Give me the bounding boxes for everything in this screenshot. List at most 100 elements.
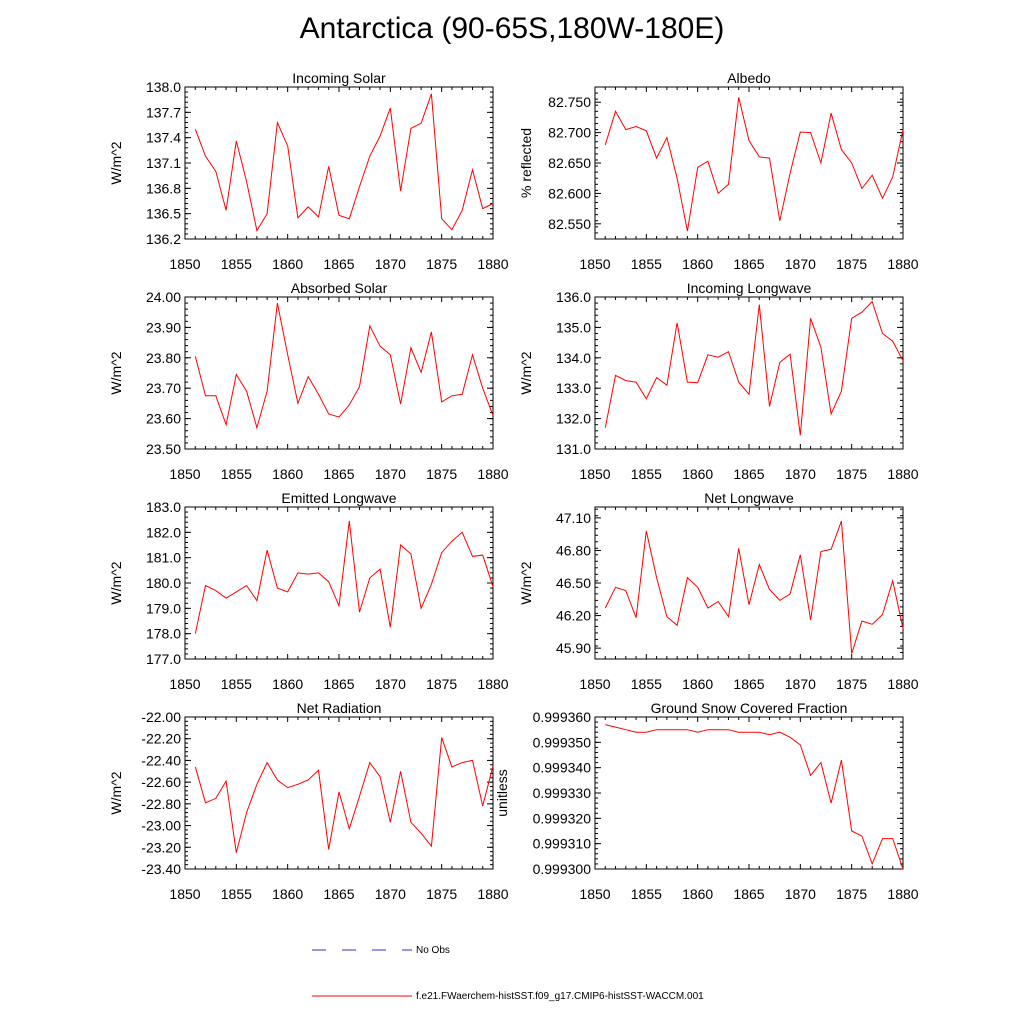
x-tick-label: 1860 xyxy=(272,886,303,902)
x-tick-label: 1850 xyxy=(169,886,200,902)
series-line xyxy=(194,93,494,232)
y-tick-label: 0.999320 xyxy=(533,810,592,826)
y-tick-label: 135.0 xyxy=(556,319,591,335)
x-tick-label: 1880 xyxy=(887,466,918,482)
x-tick-label: 1855 xyxy=(221,886,252,902)
y-tick-label: 0.999310 xyxy=(533,836,592,852)
x-tick-label: 1865 xyxy=(323,256,354,272)
x-tick-label: 1880 xyxy=(887,676,918,692)
chart-panels: Incoming Solar 1850 1855 1860 1865 1870 1875 18… xyxy=(108,70,919,902)
x-tick-label: 1865 xyxy=(733,676,764,692)
y-tick-label: 180.0 xyxy=(146,575,181,591)
panel-title: Ground Snow Covered Fraction xyxy=(651,700,848,716)
x-tick-label: 1860 xyxy=(682,256,713,272)
y-tick-label: 181.0 xyxy=(146,550,181,566)
chart-panel-4: Incoming Longwave 1850 1855 1860 1865 1870 187… xyxy=(518,280,919,482)
y-tick-label: 179.0 xyxy=(146,600,181,616)
x-tick-label: 1860 xyxy=(682,466,713,482)
x-tick-label: 1850 xyxy=(169,676,200,692)
x-tick-label: 1875 xyxy=(836,256,867,272)
y-axis-label: W/m^2 xyxy=(518,561,534,604)
x-tick-label: 1875 xyxy=(836,466,867,482)
x-tick-label: 1875 xyxy=(836,676,867,692)
x-tick-label: 1855 xyxy=(631,256,662,272)
y-tick-label: -22.60 xyxy=(141,774,181,790)
x-tick-label: 1865 xyxy=(733,886,764,902)
plot-frame xyxy=(594,86,904,240)
y-axis-label: W/m^2 xyxy=(108,351,124,394)
x-tick-label: 1860 xyxy=(272,256,303,272)
y-tick-label: 131.0 xyxy=(556,441,591,457)
x-tick-label: 1870 xyxy=(375,256,406,272)
series-line xyxy=(194,520,494,634)
panel-title: Absorbed Solar xyxy=(291,280,388,296)
figure-title: Antarctica (90-65S,180W-180E) xyxy=(299,12,725,45)
y-tick-label: 82.700 xyxy=(548,125,591,141)
x-tick-label: 1875 xyxy=(426,466,457,482)
y-axis-label: W/m^2 xyxy=(108,141,124,184)
y-tick-label: 0.999360 xyxy=(533,709,592,725)
y-tick-label: 23.90 xyxy=(146,319,181,335)
plot-frame xyxy=(594,296,904,450)
x-tick-label: 1880 xyxy=(887,256,918,272)
y-axis-label: % reflected xyxy=(518,128,534,198)
y-tick-label: 46.50 xyxy=(556,575,591,591)
x-tick-label: 1880 xyxy=(477,886,508,902)
series-line xyxy=(604,97,904,232)
panel-title: Net Longwave xyxy=(704,490,794,506)
x-tick-label: 1870 xyxy=(375,466,406,482)
y-tick-label: -22.20 xyxy=(141,731,181,747)
y-tick-label: 137.4 xyxy=(146,130,181,146)
x-tick-label: 1855 xyxy=(631,676,662,692)
x-tick-label: 1865 xyxy=(323,676,354,692)
x-tick-label: 1875 xyxy=(426,676,457,692)
y-tick-label: 0.999330 xyxy=(533,785,592,801)
x-tick-label: 1860 xyxy=(272,466,303,482)
panel-title: Incoming Longwave xyxy=(687,280,812,296)
y-tick-label: -23.00 xyxy=(141,818,181,834)
y-tick-label: 0.999300 xyxy=(533,861,592,877)
panel-title: Albedo xyxy=(727,70,771,86)
x-tick-label: 1855 xyxy=(221,466,252,482)
x-tick-label: 1865 xyxy=(733,256,764,272)
x-tick-label: 1865 xyxy=(323,886,354,902)
legend-obs-label: No Obs xyxy=(416,945,450,956)
y-axis-label: unitless xyxy=(494,769,510,816)
plot-frame xyxy=(184,86,494,240)
series-line xyxy=(194,303,494,430)
y-tick-label: 133.0 xyxy=(556,380,591,396)
y-tick-label: 24.00 xyxy=(146,289,181,305)
y-tick-label: 177.0 xyxy=(146,651,181,667)
x-tick-label: 1860 xyxy=(682,886,713,902)
y-tick-label: 23.50 xyxy=(146,441,181,457)
series-line xyxy=(604,520,904,654)
x-tick-label: 1865 xyxy=(733,466,764,482)
x-tick-label: 1875 xyxy=(426,886,457,902)
y-tick-label: -22.80 xyxy=(141,796,181,812)
y-tick-label: 136.5 xyxy=(146,206,181,222)
x-tick-label: 1865 xyxy=(323,466,354,482)
x-tick-label: 1870 xyxy=(785,676,816,692)
y-tick-label: 23.60 xyxy=(146,411,181,427)
x-tick-label: 1880 xyxy=(887,886,918,902)
x-tick-label: 1880 xyxy=(477,676,508,692)
y-tick-label: 47.10 xyxy=(556,510,591,526)
y-tick-label: 138.0 xyxy=(146,79,181,95)
y-tick-label: 0.999350 xyxy=(533,734,592,750)
y-tick-label: 0.999340 xyxy=(533,760,592,776)
chart-panel-3: Absorbed Solar 1850 1855 1860 1865 1870 1875 18… xyxy=(108,280,509,482)
y-tick-label: 136.8 xyxy=(146,180,181,196)
y-tick-label: 46.80 xyxy=(556,542,591,558)
y-axis-label: W/m^2 xyxy=(108,771,124,814)
chart-panel-2: Albedo 1850 1855 1860 1865 1870 1875 1880 82.550… xyxy=(518,70,919,272)
x-tick-label: 1850 xyxy=(579,466,610,482)
y-tick-label: -23.20 xyxy=(141,839,181,855)
x-tick-label: 1875 xyxy=(836,886,867,902)
chart-panel-7: Net Radiation 1850 1855 1860 1865 1870 1875 188… xyxy=(108,700,509,902)
x-tick-label: 1850 xyxy=(169,466,200,482)
y-tick-label: -22.40 xyxy=(141,752,181,768)
x-tick-label: 1850 xyxy=(169,256,200,272)
y-tick-label: 182.0 xyxy=(146,524,181,540)
x-tick-label: 1870 xyxy=(785,886,816,902)
